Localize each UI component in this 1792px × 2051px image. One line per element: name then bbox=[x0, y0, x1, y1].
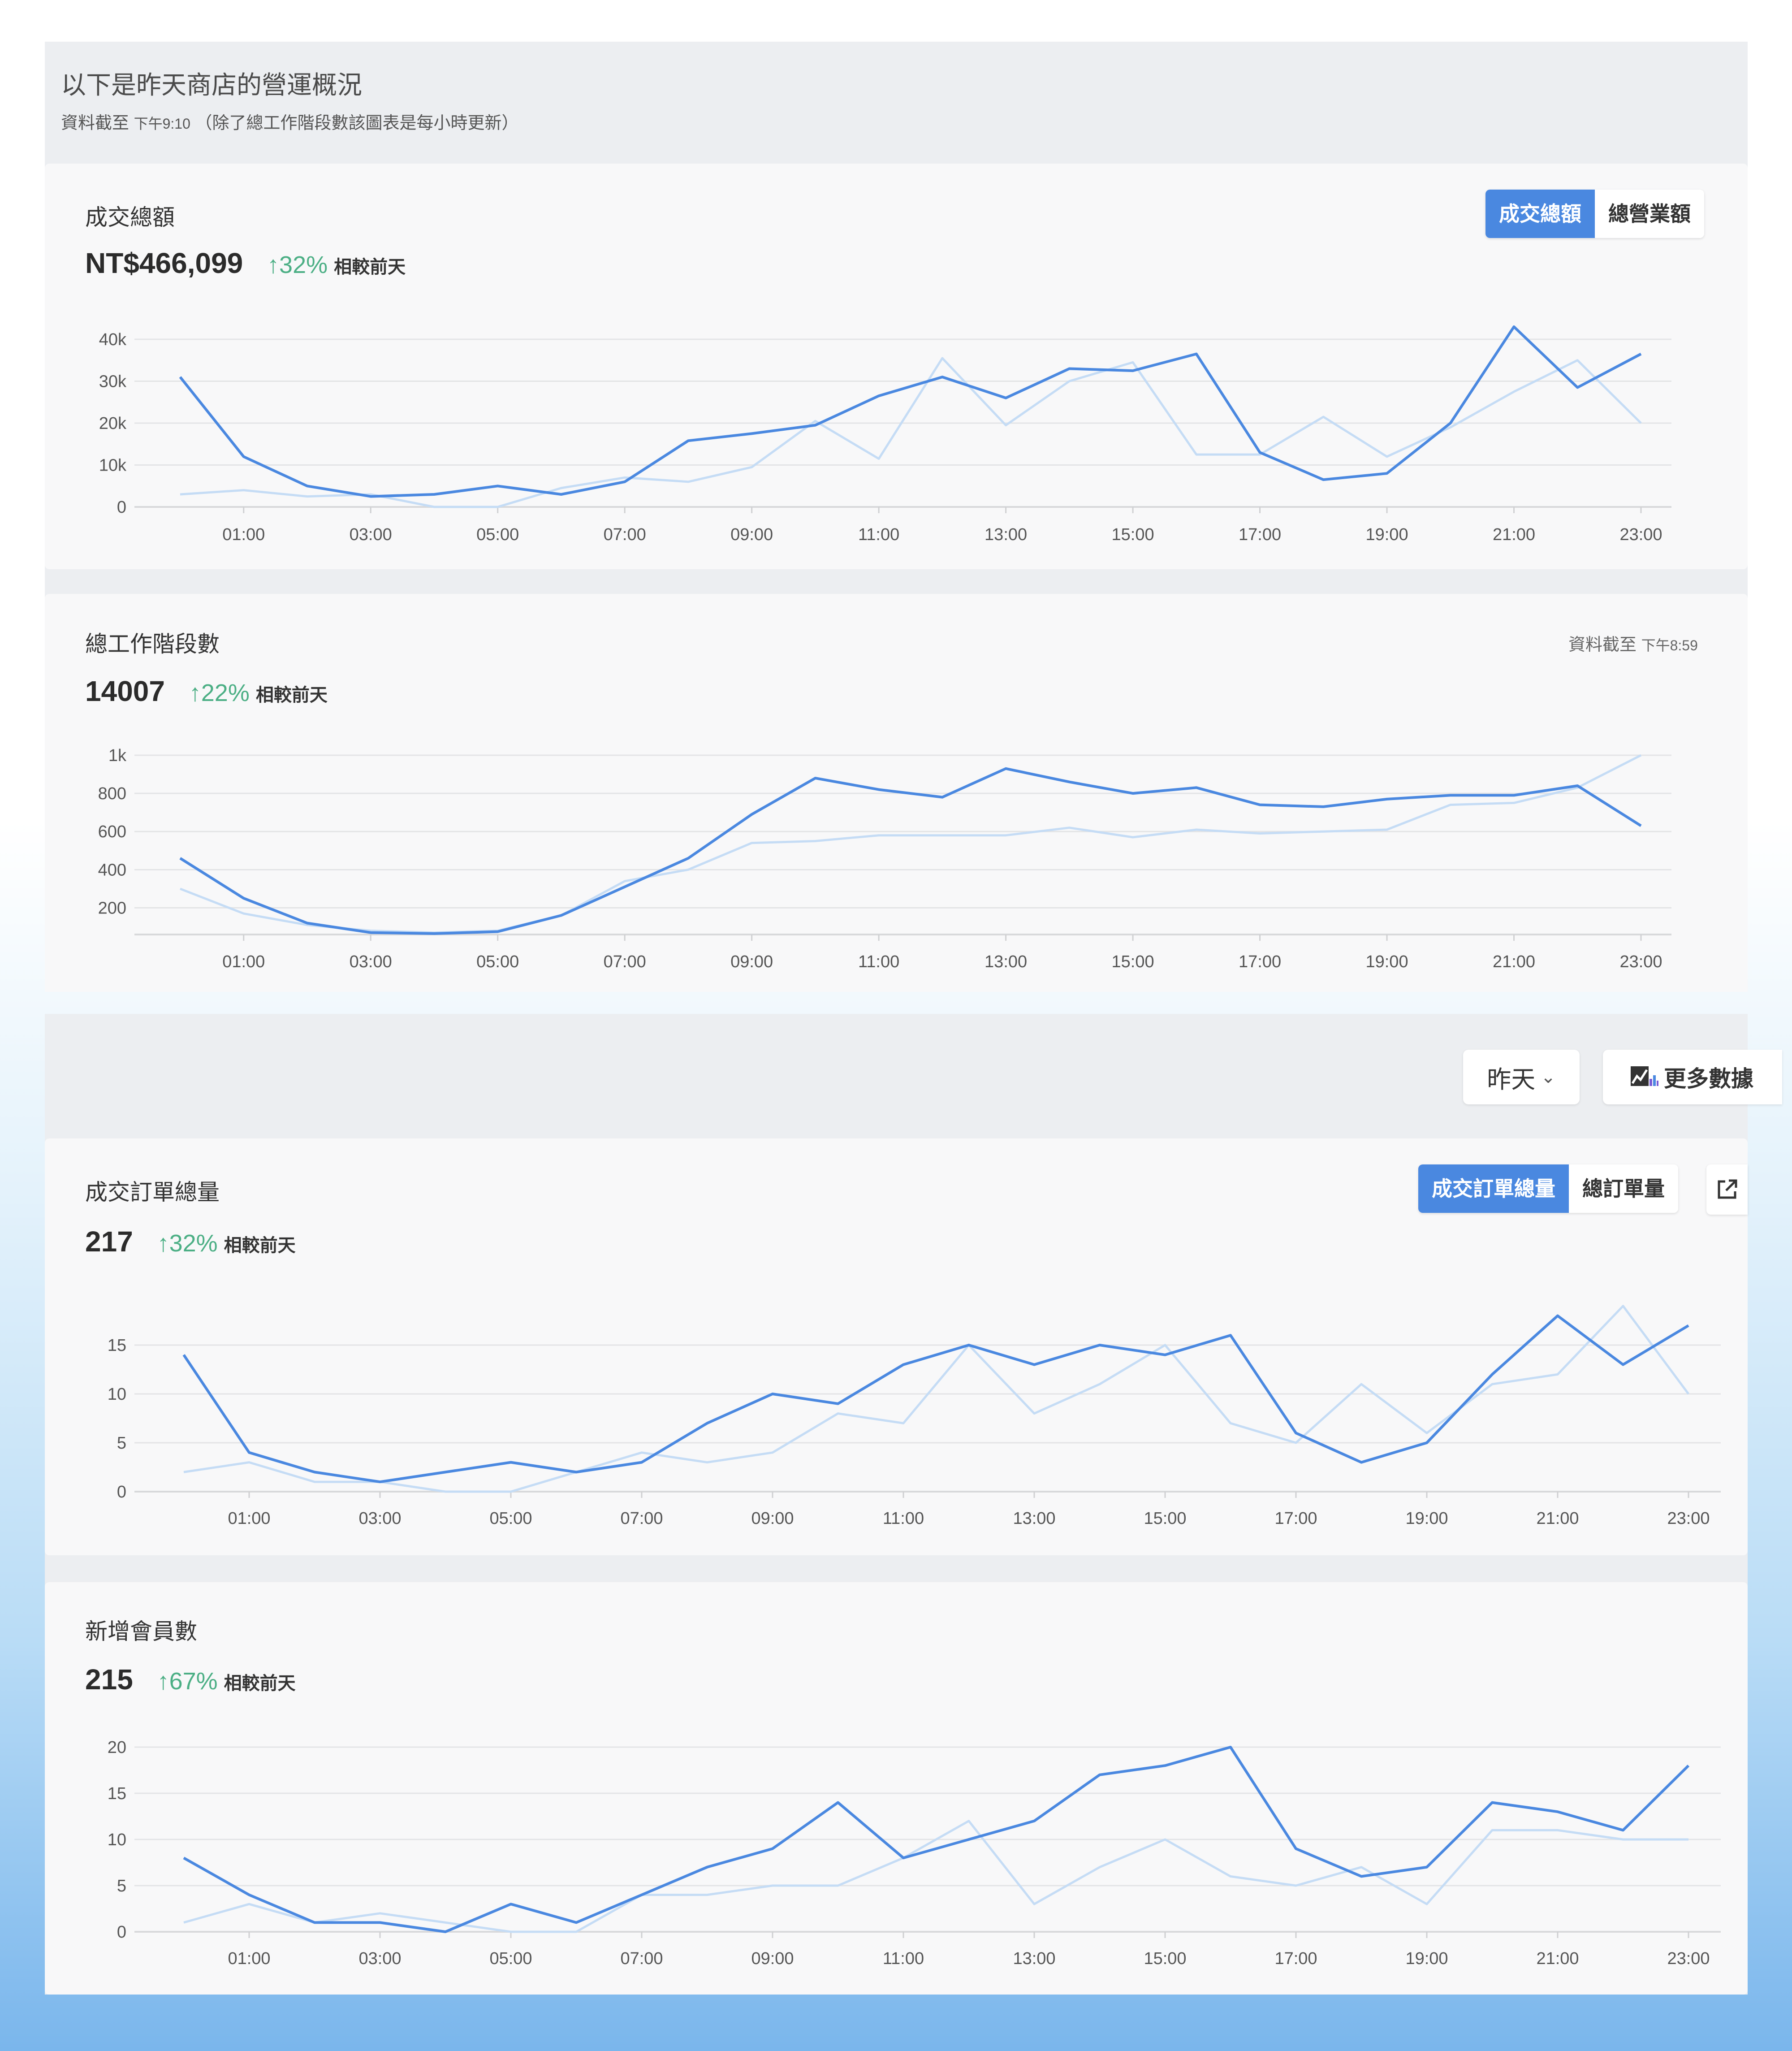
external-link-icon bbox=[1718, 1179, 1737, 1199]
metric-value: 14007 ↑22% 相較前天 bbox=[85, 675, 328, 708]
orders-toggle: 成交訂單總量 總訂單量 bbox=[1418, 1164, 1678, 1213]
orders-card: 成交訂單總量 217 ↑32% 相較前天 成交訂單總量 總訂單量 bbox=[45, 1138, 1748, 1555]
card-title: 總工作階段數 bbox=[85, 632, 220, 657]
subtitle-suffix: （除了總工作階段數該圖表是每小時更新） bbox=[195, 114, 519, 133]
subtitle-time: 下午9:10 bbox=[134, 116, 190, 132]
date-range-dropdown[interactable]: 昨天 ⌄ bbox=[1463, 1050, 1580, 1104]
members-card: 新增會員數 215 ↑67% 相較前天 bbox=[45, 1582, 1748, 1995]
metric-value: NT$466,099 ↑32% 相較前天 bbox=[85, 247, 406, 280]
sessions-update-note: 資料截至 下午8:59 bbox=[1568, 631, 1698, 655]
toggle-total-orders[interactable]: 總訂單量 bbox=[1569, 1164, 1678, 1213]
comparison-label: 相較前天 bbox=[224, 1674, 296, 1693]
gmv-card: 成交總額 NT$466,099 ↑32% 相較前天 成交總額 總營業額 bbox=[45, 164, 1748, 569]
overview-title: 以下是昨天商店的營運概況 bbox=[61, 71, 362, 99]
metric-number: NT$466,099 bbox=[85, 247, 243, 279]
analytics-chart-icon bbox=[1631, 1066, 1658, 1086]
change-value: 67% bbox=[169, 1668, 218, 1695]
toggle-gmv[interactable]: 成交總額 bbox=[1485, 190, 1595, 238]
change-indicator: ↑22% 相較前天 bbox=[189, 679, 328, 707]
metric-number: 217 bbox=[85, 1225, 133, 1258]
subtitle-prefix: 資料截至 bbox=[61, 114, 130, 133]
comparison-label: 相較前天 bbox=[255, 685, 328, 705]
gmv-toggle: 成交總額 總營業額 bbox=[1485, 190, 1704, 238]
update-prefix: 資料截至 bbox=[1568, 636, 1637, 654]
toggle-completed-orders[interactable]: 成交訂單總量 bbox=[1418, 1164, 1569, 1213]
arrow-up-icon: ↑ bbox=[157, 1668, 169, 1695]
metric-value: 215 ↑67% 相較前天 bbox=[85, 1663, 296, 1696]
sessions-card: 總工作階段數 資料截至 下午8:59 14007 ↑22% 相較前天 bbox=[45, 594, 1748, 992]
change-value: 32% bbox=[279, 251, 328, 278]
date-range-label: 昨天 bbox=[1487, 1066, 1536, 1093]
arrow-up-icon: ↑ bbox=[189, 679, 201, 706]
change-indicator: ↑32% 相較前天 bbox=[157, 1229, 296, 1257]
open-external-button[interactable] bbox=[1706, 1164, 1748, 1215]
change-indicator: ↑32% 相較前天 bbox=[267, 251, 406, 279]
more-data-button[interactable]: 更多數據 bbox=[1603, 1050, 1782, 1104]
metric-number: 215 bbox=[85, 1663, 133, 1696]
change-value: 22% bbox=[201, 679, 250, 706]
chevron-down-icon: ⌄ bbox=[1541, 1067, 1556, 1087]
toggle-revenue[interactable]: 總營業額 bbox=[1595, 190, 1704, 238]
card-title: 成交訂單總量 bbox=[85, 1180, 220, 1205]
arrow-up-icon: ↑ bbox=[267, 251, 280, 278]
change-value: 32% bbox=[169, 1230, 218, 1257]
comparison-label: 相較前天 bbox=[334, 257, 406, 277]
card-title: 新增會員數 bbox=[85, 1619, 197, 1644]
overview-subtitle: 資料截至 下午9:10 （除了總工作階段數該圖表是每小時更新） bbox=[61, 109, 518, 134]
metric-value: 217 ↑32% 相較前天 bbox=[85, 1225, 296, 1258]
comparison-label: 相較前天 bbox=[224, 1236, 296, 1255]
more-data-label: 更多數據 bbox=[1664, 1066, 1753, 1091]
card-title: 成交總額 bbox=[85, 205, 175, 230]
arrow-up-icon: ↑ bbox=[157, 1230, 169, 1257]
update-time: 下午8:59 bbox=[1641, 637, 1698, 653]
metric-number: 14007 bbox=[85, 675, 165, 707]
change-indicator: ↑67% 相較前天 bbox=[157, 1667, 296, 1695]
